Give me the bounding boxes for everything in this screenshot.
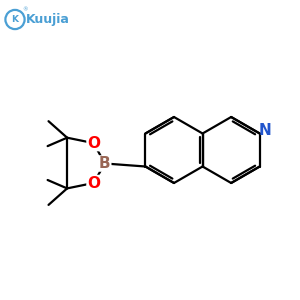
Text: N: N	[259, 123, 272, 138]
Text: ®: ®	[22, 8, 27, 12]
Text: O: O	[87, 136, 100, 151]
Text: Kuujia: Kuujia	[26, 13, 70, 26]
Text: B: B	[99, 156, 111, 171]
Text: O: O	[87, 176, 100, 190]
Text: K: K	[11, 15, 19, 24]
